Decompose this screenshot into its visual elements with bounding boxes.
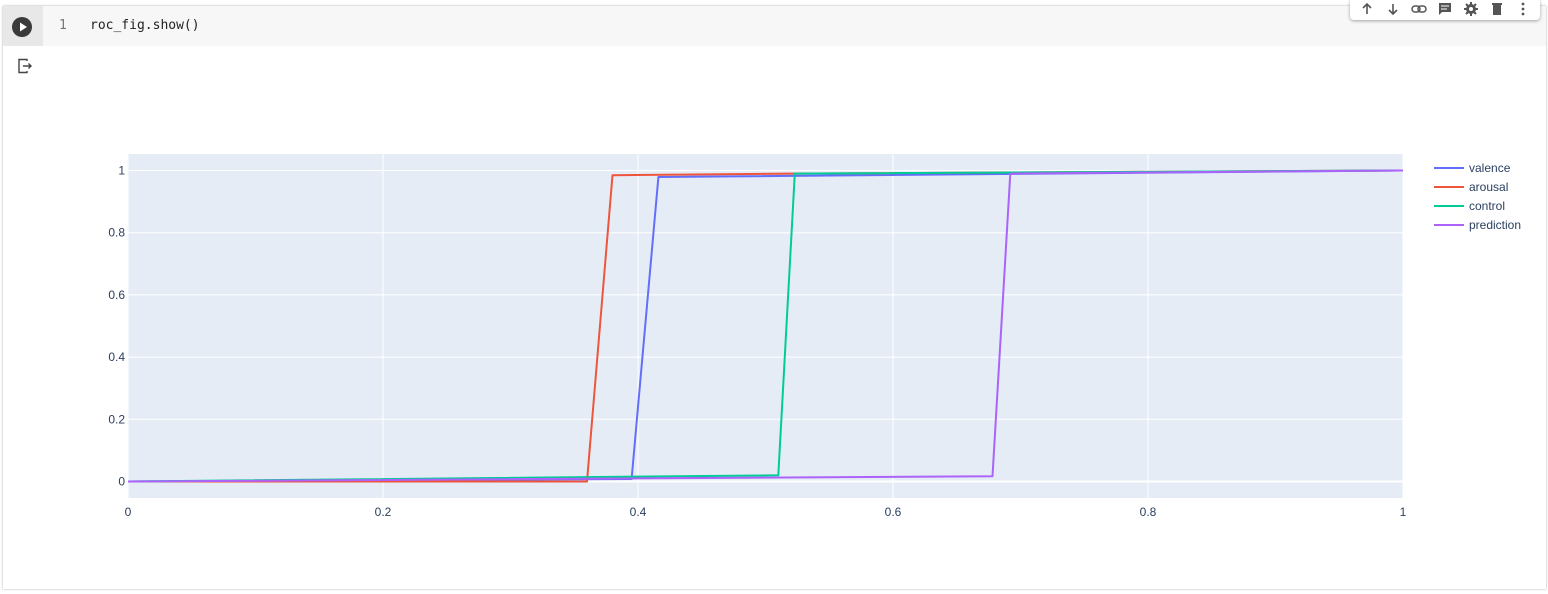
arrow-up-icon[interactable] xyxy=(1358,1,1376,17)
x-gridlines xyxy=(127,154,1404,498)
line-number: 1 xyxy=(59,18,67,33)
link-icon[interactable] xyxy=(1410,1,1428,17)
y-tick-label: 0.8 xyxy=(108,226,125,240)
comment-icon[interactable] xyxy=(1436,1,1454,17)
legend-label: control xyxy=(1469,199,1505,213)
series-lines xyxy=(127,169,1404,483)
arrow-down-icon[interactable] xyxy=(1384,1,1402,17)
cell-toolbar xyxy=(1350,0,1540,20)
x-tick-labels: 0 0.2 0.4 0.6 0.8 1 xyxy=(125,505,1407,519)
legend[interactable]: valence arousal control prediction xyxy=(1434,161,1521,232)
legend-item-control[interactable]: control xyxy=(1434,199,1505,213)
run-cell-button[interactable] xyxy=(12,17,32,37)
x-tick-label: 0.2 xyxy=(375,505,392,519)
x-tick-label: 0 xyxy=(125,505,132,519)
run-gutter xyxy=(3,6,43,46)
code-line[interactable]: roc_fig.show() xyxy=(90,18,200,33)
y-tick-label: 0.2 xyxy=(108,412,125,426)
plot-area xyxy=(128,154,1403,498)
notebook-cell: 1 roc_fig.show() xyxy=(3,0,1546,589)
y-tick-label: 0.6 xyxy=(108,288,125,302)
x-tick-label: 1 xyxy=(1400,505,1407,519)
legend-label: valence xyxy=(1469,161,1511,175)
play-icon xyxy=(20,22,27,32)
y-tick-label: 0.4 xyxy=(108,350,125,364)
legend-item-prediction[interactable]: prediction xyxy=(1434,218,1521,232)
series-line-prediction xyxy=(127,169,1404,483)
roc-chart: 0 0.2 0.4 0.6 0.8 1 0 0.2 0.4 0.6 0.8 1 valence aro… xyxy=(108,154,1521,519)
more-vert-icon[interactable] xyxy=(1514,1,1532,17)
legend-item-arousal[interactable]: arousal xyxy=(1434,180,1508,194)
x-tick-label: 0.8 xyxy=(1140,505,1157,519)
legend-item-valence[interactable]: valence xyxy=(1434,161,1511,175)
legend-label: prediction xyxy=(1469,218,1521,232)
y-tick-label: 1 xyxy=(118,163,125,177)
x-tick-label: 0.6 xyxy=(885,505,902,519)
gear-icon[interactable] xyxy=(1462,1,1480,17)
y-tick-label: 0 xyxy=(118,475,125,489)
trash-icon[interactable] xyxy=(1488,1,1506,17)
code-editor[interactable]: 1 roc_fig.show() xyxy=(3,6,1546,46)
output-menu-icon[interactable] xyxy=(17,58,33,74)
x-tick-label: 0.4 xyxy=(630,505,647,519)
y-tick-labels: 0 0.2 0.4 0.6 0.8 1 xyxy=(108,163,125,488)
legend-label: arousal xyxy=(1469,180,1508,194)
